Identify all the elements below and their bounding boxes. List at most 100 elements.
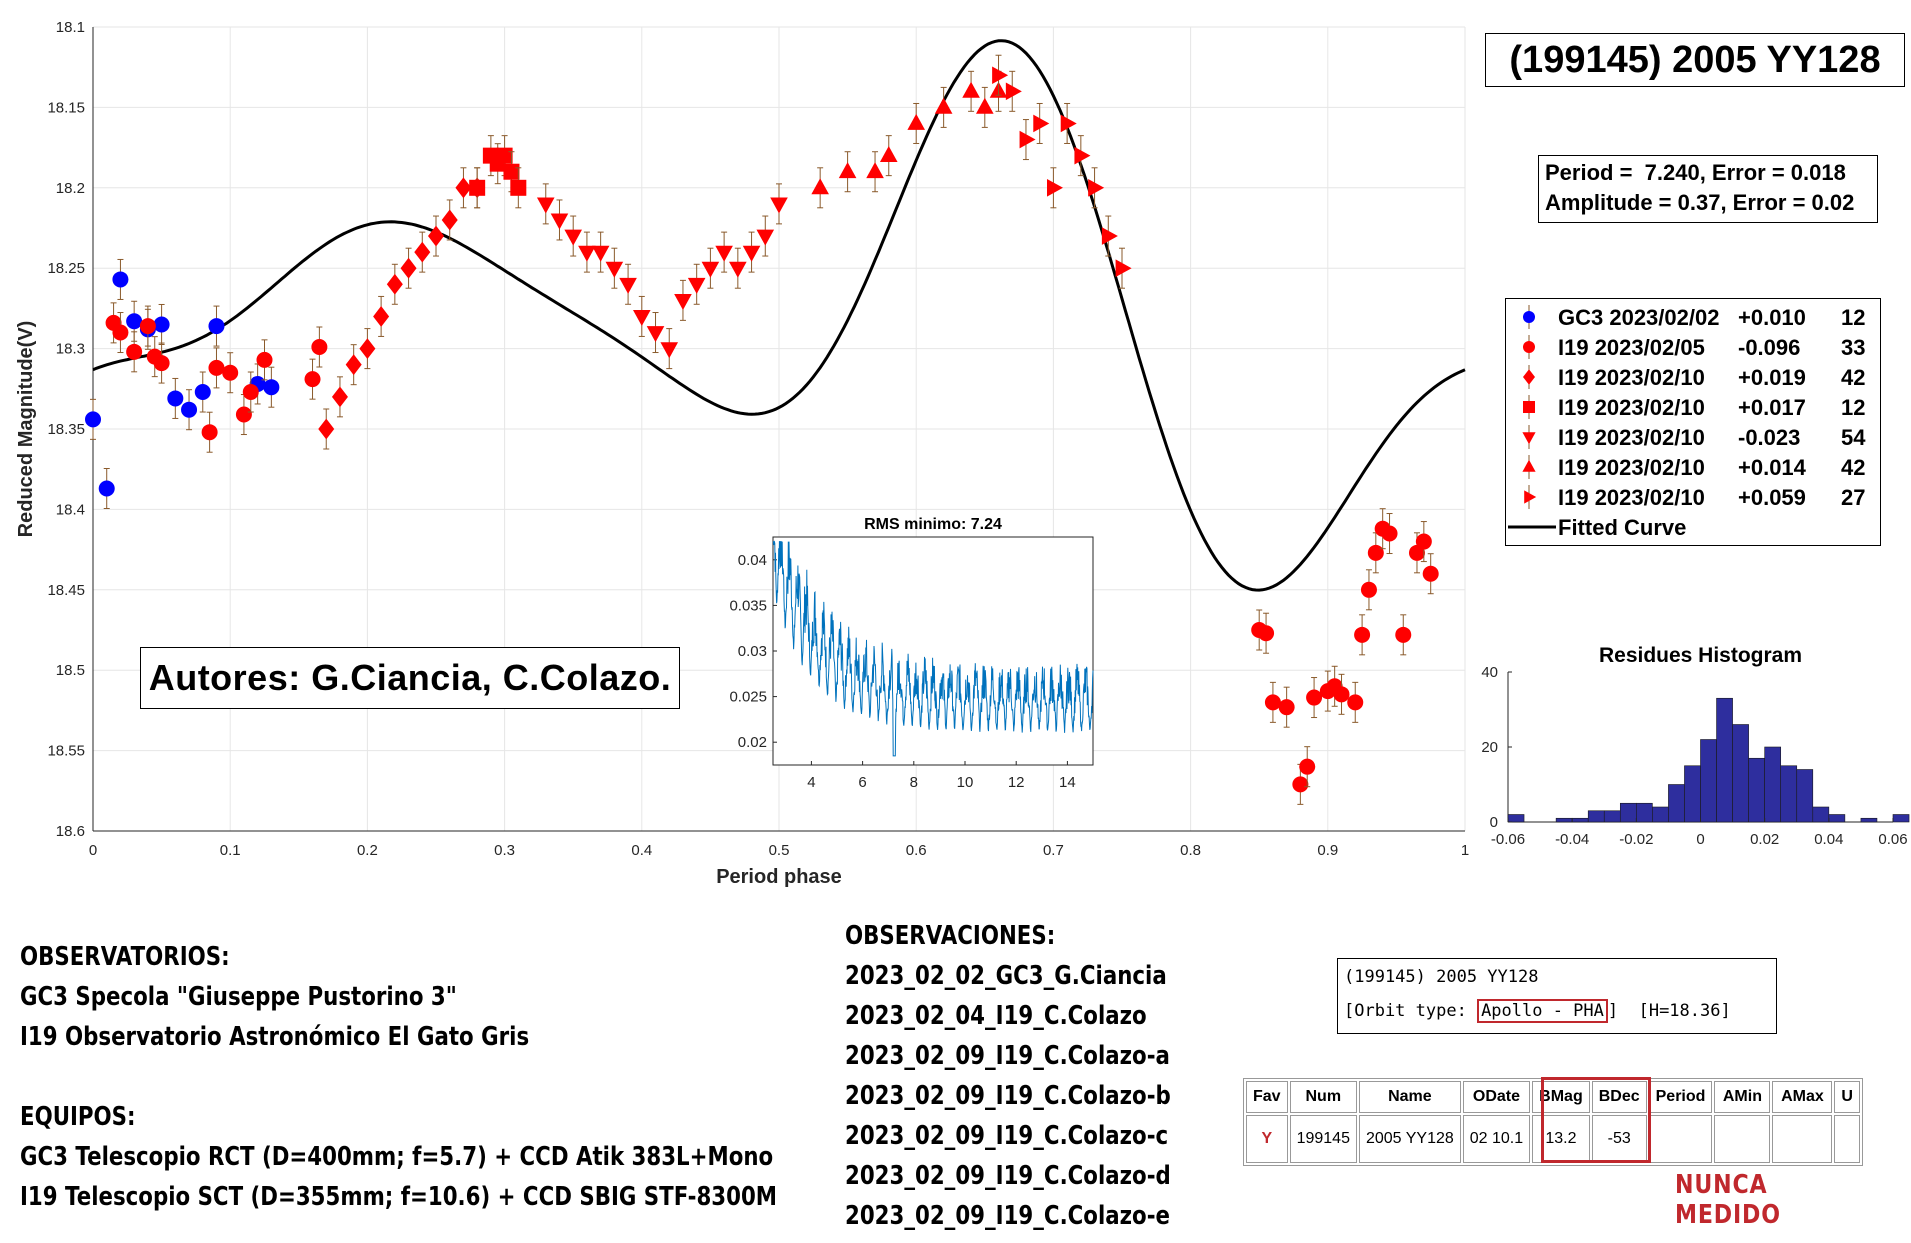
- hist-x-tick-label: 0: [1696, 831, 1704, 848]
- histogram-bar: [1764, 746, 1782, 823]
- x-tick-label: 0.6: [906, 842, 927, 859]
- inset-x-tick-label: 10: [957, 774, 974, 791]
- residues-histogram: Residues Histogram -0.06 -0.04 -0.02 0 0.02 0.…: [1481, 644, 1910, 848]
- data-point: [153, 316, 170, 333]
- legend-text: -0.023: [1738, 425, 1801, 450]
- mpc-header-odate: ODate: [1462, 1081, 1531, 1113]
- data-point: [441, 209, 458, 231]
- legend-text: I19 2023/02/10: [1558, 365, 1705, 390]
- data-point: [201, 424, 218, 441]
- data-point: [838, 162, 857, 179]
- inset-title: RMS minimo: 7.24: [864, 516, 1002, 533]
- x-tick-label: 0.2: [357, 842, 378, 859]
- nunca-medido-label: NUNCA MEDIDO: [1675, 1170, 1781, 1230]
- histogram-bar: [1700, 739, 1717, 823]
- legend-text: 42: [1841, 365, 1866, 390]
- data-point: [619, 277, 637, 294]
- legend-text: I19 2023/02/10: [1558, 485, 1705, 510]
- x-tick-label: 0.7: [1043, 842, 1064, 859]
- legend-marker-shape: [1523, 341, 1535, 353]
- y-tick-label: 18.1: [56, 19, 85, 36]
- hist-y-tick-label: 40: [1481, 664, 1498, 681]
- inset-y-tick-label: 0.04: [738, 552, 767, 569]
- histogram-bar: [1828, 814, 1846, 823]
- data-point: [633, 310, 651, 327]
- observaciones-block: OBSERVACIONES: 2023_02_02_GC3_G.Ciancia …: [845, 916, 1171, 1236]
- inset-y-tick-label: 0.03: [738, 643, 767, 660]
- data-point: [756, 229, 775, 246]
- observacion-line: 2023_02_02_GC3_G.Ciancia: [845, 961, 1167, 991]
- y-tick-label: 18.4: [56, 501, 85, 518]
- data-point: [1367, 544, 1384, 561]
- mpc-header-u: U: [1834, 1081, 1860, 1113]
- legend-text: +0.017: [1738, 395, 1806, 420]
- data-point: [1415, 533, 1432, 550]
- x-tick-label: 0.1: [220, 842, 241, 859]
- data-point: [1395, 626, 1412, 643]
- legend-entry: GC3 2023/02/02 +0.010 12: [1506, 302, 1880, 332]
- data-point: [550, 213, 569, 230]
- legend-marker: [1522, 425, 1536, 449]
- data-point: [263, 379, 280, 396]
- histogram-bar: [1619, 802, 1637, 823]
- data-point: [1422, 565, 1439, 582]
- legend-text: 27: [1841, 485, 1866, 510]
- legend-text: Fitted Curve: [1558, 515, 1687, 540]
- data-point: [414, 241, 431, 263]
- orbit-object-name: (199145) 2005 YY128: [1344, 967, 1539, 987]
- histogram-bar: [1812, 806, 1830, 823]
- legend-marker-shape: [1522, 432, 1536, 445]
- legend-marker: [1522, 455, 1536, 479]
- observatorio-line: GC3 Specola "Giuseppe Pustorino 3": [20, 982, 457, 1012]
- main-chart: 0 0.1 0.2 0.3 0.4 0.5 0.6 0.7 0.8 0.9 1 18.1 18.15 18…: [15, 19, 1469, 888]
- data-series: [318, 167, 486, 450]
- mpc-header-name: Name: [1358, 1081, 1461, 1113]
- y-tick-label: 18.45: [47, 582, 85, 599]
- data-point: [1306, 689, 1323, 706]
- hist-y-tick-label: 20: [1481, 739, 1498, 756]
- histogram-bar: [1636, 802, 1653, 823]
- data-point: [112, 324, 129, 341]
- mpc-header-period: Period: [1648, 1081, 1713, 1113]
- fitted-curve: [92, 39, 1466, 592]
- mpc-cell-odate: 02 10.1: [1462, 1115, 1531, 1163]
- mpc-header-fav: Fav: [1246, 1081, 1288, 1113]
- observaciones-heading: OBSERVACIONES:: [845, 921, 1056, 951]
- legend-marker: [1523, 305, 1535, 329]
- x-axis-label: Period phase: [716, 866, 842, 888]
- inset-y-tick-label: 0.025: [729, 689, 767, 706]
- data-point: [256, 351, 273, 368]
- mpc-cell-fav: Y: [1246, 1115, 1288, 1163]
- data-point: [770, 197, 788, 214]
- data-point: [992, 66, 1009, 85]
- orbit-type-prefix: [Orbit type:: [1344, 1001, 1478, 1021]
- legend-marker-shape: [1523, 369, 1535, 385]
- data-point: [126, 313, 143, 330]
- mpc-cell-num: 199145: [1289, 1115, 1357, 1163]
- histogram-bar: [1571, 817, 1589, 823]
- orbit-type-line: [Orbit type: Apollo - PHA] [H=18.36]: [1344, 999, 1731, 1023]
- orbit-info-box: (199145) 2005 YY128 [Orbit type: Apollo …: [1337, 958, 1777, 1034]
- legend-marker: [1523, 395, 1535, 419]
- data-point: [646, 326, 665, 343]
- table-row: Y 199145 2005 YY128 02 10.1 13.2 -53: [1246, 1115, 1860, 1163]
- data-point: [976, 97, 994, 114]
- data-point: [660, 342, 679, 359]
- data-point: [578, 245, 596, 262]
- observatorio-line: I19 Observatorio Astronómico El Gato Gri…: [20, 1022, 530, 1052]
- mpc-cell-amin: [1714, 1115, 1771, 1163]
- equipo-line: I19 Telescopio SCT (D=355mm; f=10.6) + C…: [20, 1182, 778, 1212]
- data-point: [386, 273, 403, 295]
- data-point: [359, 338, 376, 359]
- hist-x-tick-label: -0.06: [1491, 831, 1525, 848]
- data-point: [181, 401, 198, 418]
- data-point: [139, 318, 156, 335]
- inset-x-tick-label: 12: [1008, 774, 1025, 791]
- y-tick-label: 18.35: [47, 421, 85, 438]
- data-point: [1019, 130, 1036, 149]
- observacion-line: 2023_02_09_I19_C.Colazo-e: [845, 1201, 1171, 1231]
- histogram-bar: [1780, 765, 1798, 823]
- data-point: [1115, 259, 1132, 277]
- legend-text: +0.019: [1738, 365, 1806, 390]
- observatorios-block: OBSERVATORIOS: GC3 Specola "Giuseppe Pus…: [20, 937, 529, 1057]
